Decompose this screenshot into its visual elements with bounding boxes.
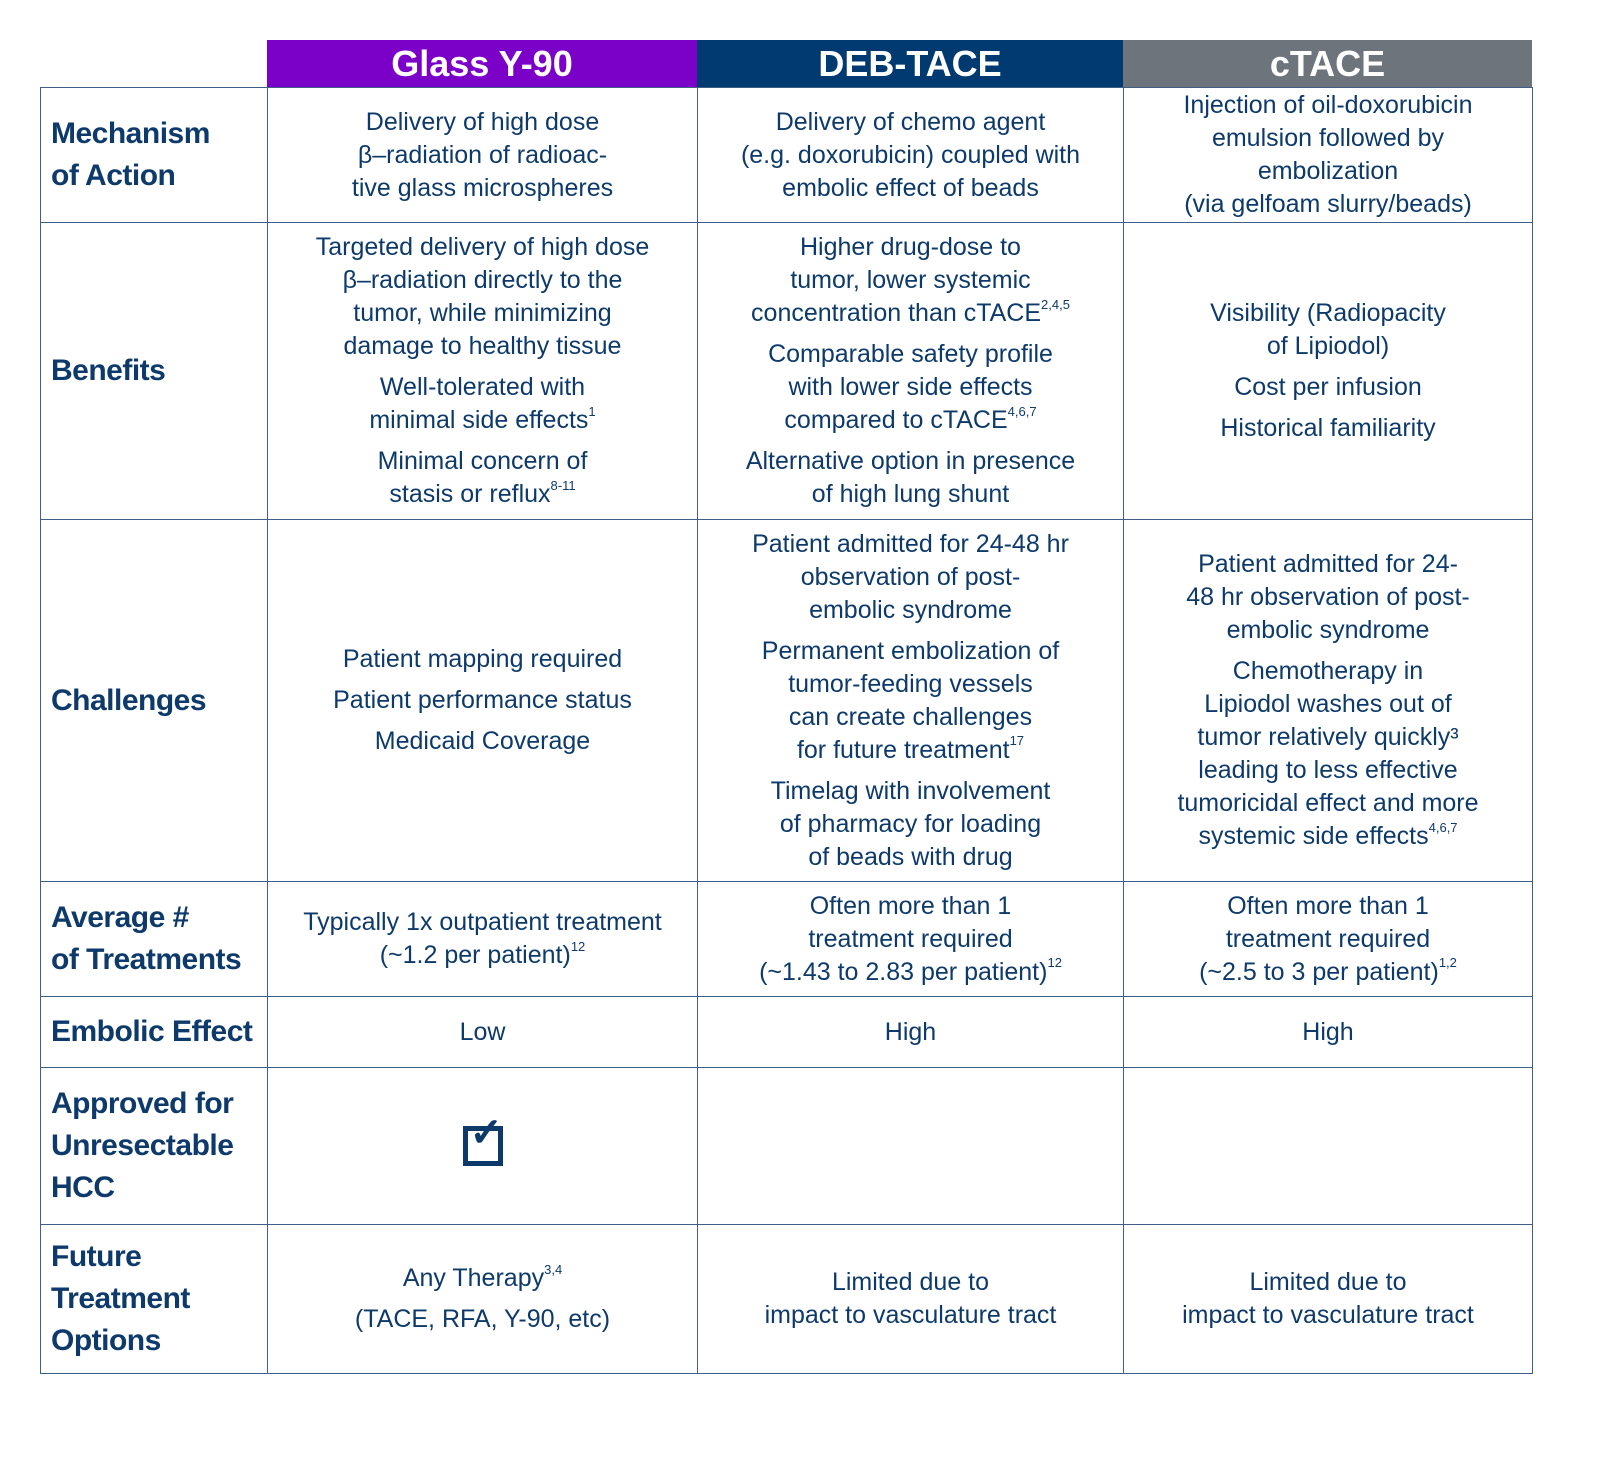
cell-text: Injection of oil-doxorubicin emulsion fo… [1183,91,1473,218]
cell-text: Higher drug-dose to tumor, lower systemi… [751,233,1070,327]
cell-text: Alternative option in presence of high l… [745,447,1076,508]
table-cell: Limited due to impact to vasculature tra… [1123,1224,1533,1374]
table-cell: Patient admitted for 24- 48 hr observati… [1123,519,1533,882]
cell-text: Often more than 1 treatment required (~2… [1199,891,1457,986]
table-cell [267,1067,698,1225]
cell-text: Limited due to impact to vasculature tra… [764,1268,1057,1329]
footnote-ref: 12 [1047,955,1062,971]
table-cell: Low [267,996,698,1068]
table-cell: Typically 1x outpatient treatment (~1.2 … [267,881,698,997]
table-cell: Delivery of chemo agent (e.g. doxorubici… [697,87,1124,223]
cell-text: Delivery of chemo agent (e.g. doxorubici… [740,107,1081,202]
table-cell: Visibility (Radiopacity of Lipiodol) Cost… [1123,222,1533,520]
cell-text: Often more than 1 treatment required (~1… [759,891,1062,986]
cell-text: Patient admitted for 24- 48 hr observati… [1186,550,1470,644]
cell-text: Delivery of high dose β–radiation of rad… [351,107,614,202]
footnote-ref: 1 [588,403,596,419]
cell-text: Low [459,1017,506,1046]
cell-text: Timelag with involvement of pharmacy for… [770,776,1051,871]
footnote-ref: 12 [570,938,586,954]
table-cell: Patient mapping required Patient performa… [267,519,698,882]
table-cell: Delivery of high dose β–radiation of rad… [267,87,698,223]
cell-text: Visibility (Radiopacity of Lipiodol) [1210,299,1446,360]
footnote-ref: 1,2 [1438,955,1457,971]
cell-text: High [884,1017,937,1046]
cell-text: Patient admitted for 24-48 hr observatio… [752,529,1069,624]
footnote-ref: 4,6,7 [1428,819,1458,835]
cell-text: Well-tolerated with minimal side effects… [369,373,596,434]
column-header-0: Glass Y-90 [267,40,697,87]
row-label: Future Treatment Options [40,1224,268,1374]
table-cell: Limited due to impact to vasculature tra… [697,1224,1124,1374]
cell-text: High [1302,1017,1354,1046]
cell-text: Permanent embolization of tumor-feeding … [761,636,1060,764]
cell-text: Medicaid Coverage [374,727,591,755]
table-cell [1123,1067,1533,1225]
table-cell: Often more than 1 treatment required (~1… [697,881,1124,997]
row-label: Mechanism of Action [40,87,268,223]
footnote-ref: 8-11 [550,477,576,493]
row-label: Benefits [40,222,268,520]
cell-text: Historical familiarity [1220,414,1436,442]
row-label: Average # of Treatments [40,881,268,997]
row-label: Challenges [40,519,268,882]
table-cell: Targeted delivery of high dose β–radiati… [267,222,698,520]
table-cell: Patient admitted for 24-48 hr observatio… [697,519,1124,882]
table-cell: Often more than 1 treatment required (~2… [1123,881,1533,997]
footnote-ref: 17 [1009,733,1025,749]
footnote-ref: 3,4 [544,1261,563,1277]
table-cell: Any Therapy3,4 (TACE, RFA, Y-90, etc) [267,1224,698,1374]
cell-text: Patient mapping required [342,645,623,673]
column-header-2: cTACE [1123,40,1532,87]
table-cell: High [697,996,1124,1068]
table-cell: High [1123,996,1533,1068]
column-header-1: DEB-TACE [697,40,1123,87]
footnote-ref: 4,6,7 [1007,403,1037,419]
cell-text: Limited due to impact to vasculature tra… [1182,1268,1474,1329]
cell-text: (TACE, RFA, Y-90, etc) [354,1305,611,1333]
row-label: Embolic Effect [40,996,268,1068]
cell-text: Comparable safety profile with lower sid… [768,340,1053,434]
checkbox-checked-icon [462,1117,503,1166]
footnote-ref: 2,4,5 [1041,296,1070,312]
table-cell [697,1067,1124,1225]
cell-text: Typically 1x outpatient treatment (~1.2 … [303,908,662,969]
row-label: Approved for Unresectable HCC [40,1067,268,1225]
cell-text: Chemotherapy in Lipiodol washes out of t… [1177,657,1479,850]
cell-text: Targeted delivery of high dose β–radiati… [315,233,650,360]
table-cell: Injection of oil-doxorubicin emulsion fo… [1123,87,1533,223]
cell-text: Cost per infusion [1234,373,1422,401]
cell-text: Minimal concern of stasis or reflux8-11 [377,447,588,508]
table-cell: Higher drug-dose to tumor, lower systemi… [697,222,1124,520]
cell-text: Any Therapy3,4 [402,1261,563,1292]
cell-text: Patient performance status [333,686,632,714]
